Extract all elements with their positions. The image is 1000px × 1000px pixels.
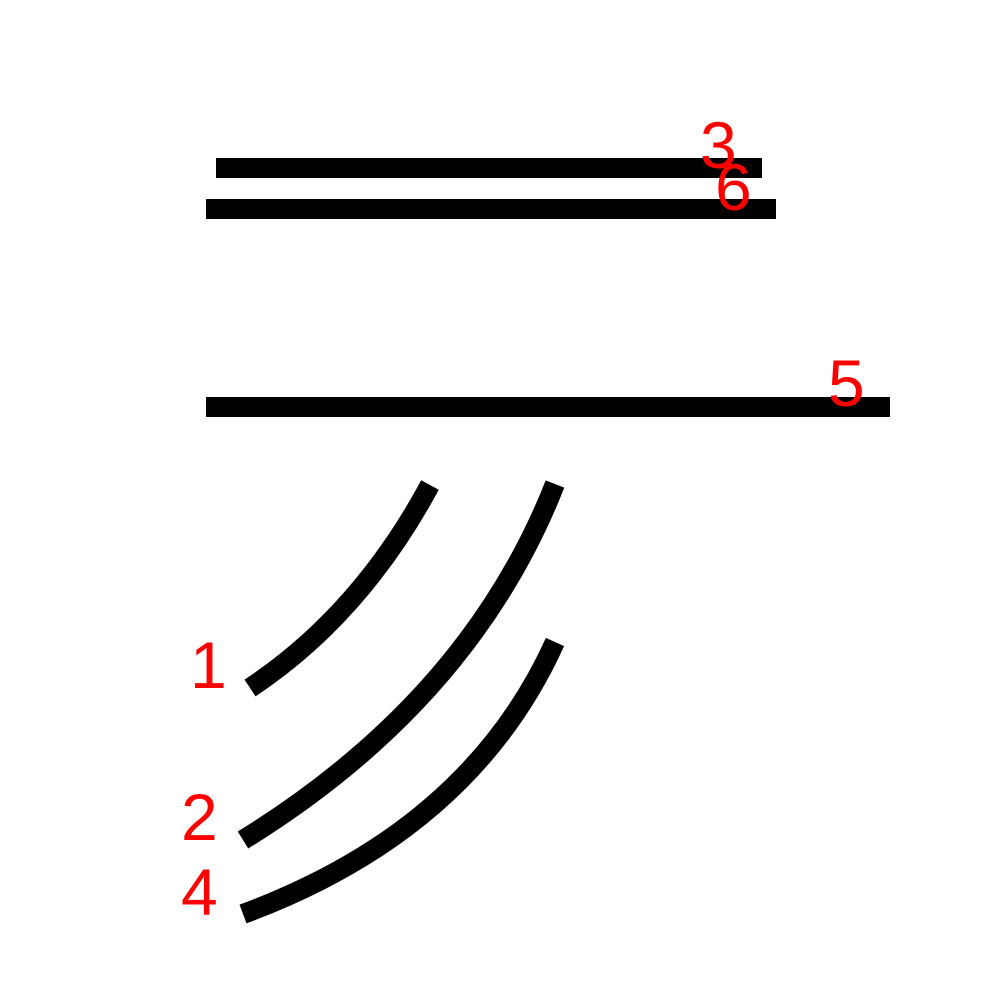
stroke-number-5: 5	[828, 346, 865, 420]
stroke-number-3: 3	[700, 108, 737, 182]
stroke-number-4: 4	[181, 855, 218, 929]
stroke-2-curve	[237, 480, 565, 849]
stroke-number-1: 1	[190, 628, 227, 702]
stroke-4-curve	[239, 637, 565, 924]
stroke-number-2: 2	[181, 780, 218, 854]
stroke-1-curve	[244, 480, 439, 697]
stroke-number-6: 6	[715, 150, 752, 224]
